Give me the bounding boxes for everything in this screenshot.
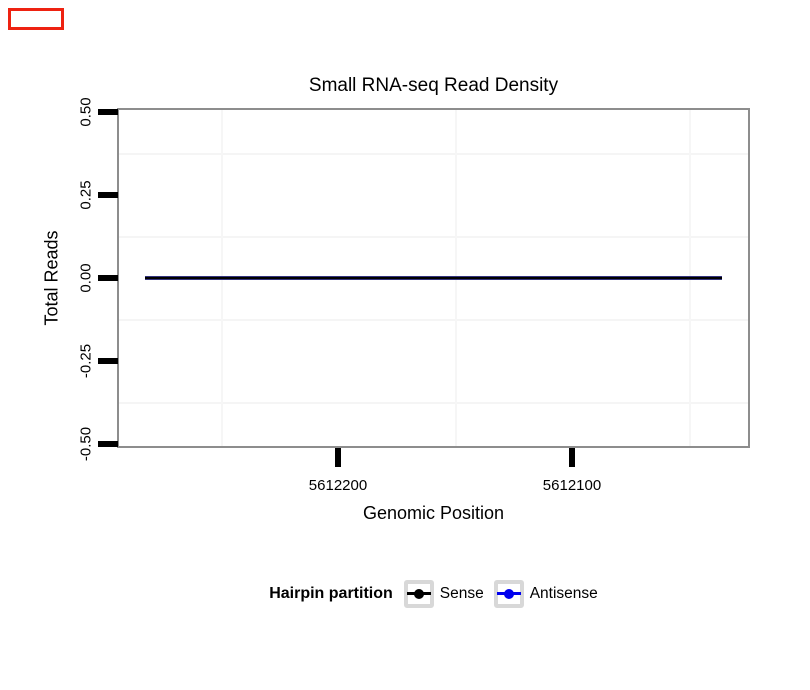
annotation-rectangle bbox=[8, 8, 64, 30]
y-tick-label: -0.50 bbox=[77, 426, 95, 462]
legend-title: Hairpin partition bbox=[269, 585, 393, 602]
legend-key-sense bbox=[403, 580, 434, 608]
legend-label-antisense: Antisense bbox=[529, 585, 598, 602]
antisense-point-icon bbox=[503, 589, 514, 599]
legend-label-sense: Sense bbox=[439, 585, 484, 602]
y-tick bbox=[98, 109, 118, 115]
y-tick bbox=[98, 358, 118, 364]
y-tick-label: 0.25 bbox=[77, 180, 95, 210]
y-axis-title: Total Reads bbox=[41, 230, 62, 326]
chart-title: Small RNA-seq Read Density bbox=[308, 75, 559, 96]
y-tick bbox=[98, 441, 118, 447]
y-tick-label: -0.25 bbox=[77, 343, 95, 379]
plot-panel bbox=[117, 108, 750, 448]
y-tick bbox=[98, 275, 118, 281]
gridline-minor-h bbox=[119, 153, 748, 155]
gridline-minor-h bbox=[119, 402, 748, 404]
legend: Hairpin partition Sense Antisense bbox=[117, 578, 750, 610]
x-tick-label: 5612100 bbox=[542, 477, 602, 494]
y-tick-label: 0.00 bbox=[77, 263, 95, 293]
x-tick bbox=[335, 448, 341, 467]
y-tick bbox=[98, 192, 118, 198]
sense-point-icon bbox=[413, 589, 424, 599]
x-tick bbox=[569, 448, 575, 467]
x-axis-title: Genomic Position bbox=[362, 503, 505, 523]
read-density-line bbox=[145, 276, 722, 280]
y-tick-label: 0.50 bbox=[77, 97, 95, 127]
legend-key-antisense bbox=[493, 580, 524, 608]
x-tick-label: 5612200 bbox=[308, 477, 368, 494]
gridline-minor-h bbox=[119, 319, 748, 321]
gridline-minor-h bbox=[119, 236, 748, 238]
